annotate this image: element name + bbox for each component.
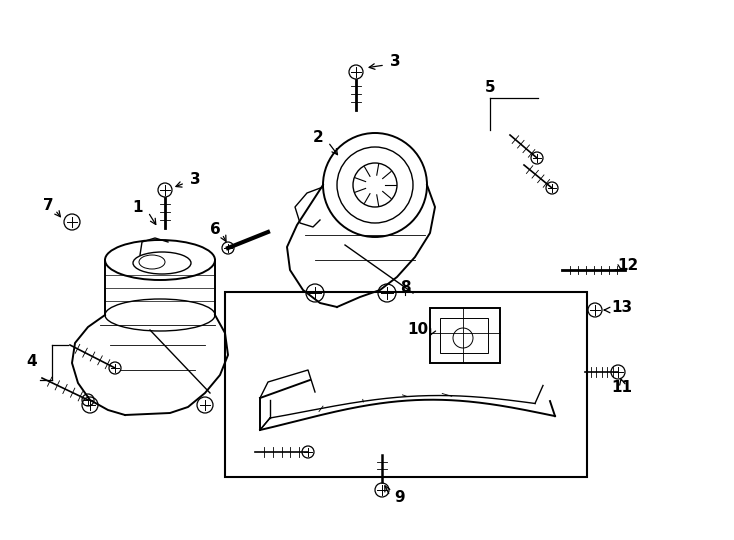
Text: 13: 13: [611, 300, 633, 315]
Text: 3: 3: [390, 55, 400, 70]
Text: 5: 5: [484, 80, 495, 96]
Text: 4: 4: [26, 354, 37, 369]
Bar: [430, 308, 500, 363]
Text: 11: 11: [611, 381, 633, 395]
Text: 9: 9: [395, 490, 405, 505]
Bar: [225, 292, 587, 477]
Text: 12: 12: [617, 258, 639, 273]
Text: 10: 10: [407, 322, 429, 338]
Text: 1: 1: [133, 200, 143, 215]
Text: 2: 2: [313, 131, 324, 145]
Text: 7: 7: [43, 198, 54, 213]
Text: 8: 8: [400, 280, 410, 295]
Text: 3: 3: [189, 172, 200, 187]
Bar: [440, 318, 488, 353]
Text: 6: 6: [210, 222, 220, 238]
